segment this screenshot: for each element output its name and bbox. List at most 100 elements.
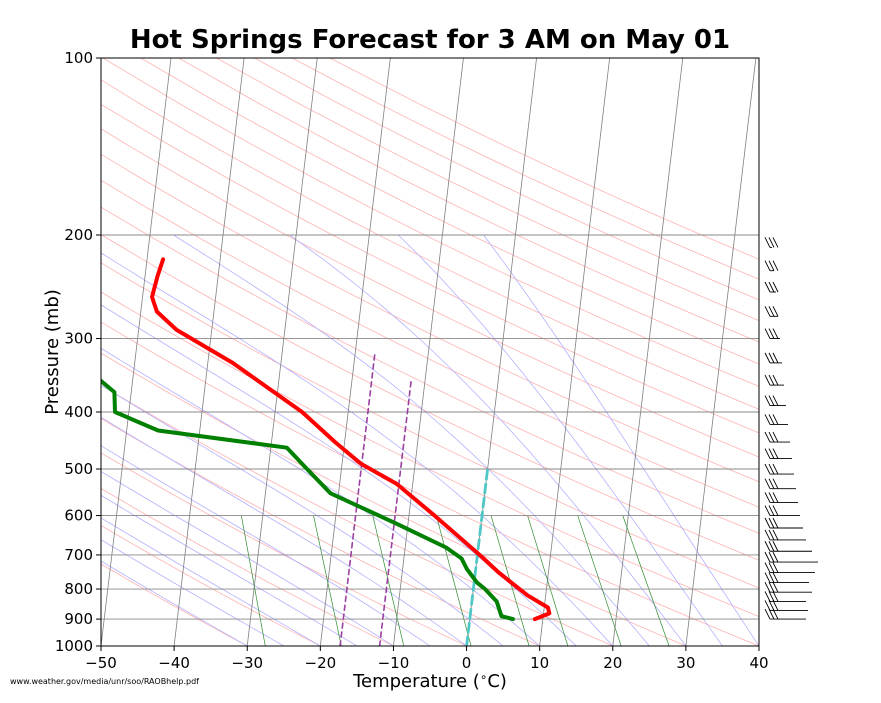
wind-barb-flag bbox=[772, 328, 779, 339]
wind-barb bbox=[764, 505, 800, 517]
wind-barb bbox=[764, 551, 818, 563]
wind-barb-flag bbox=[764, 463, 771, 475]
wind-barb bbox=[764, 581, 812, 593]
wind-barb-flag bbox=[772, 505, 779, 516]
wind-barb-flag bbox=[768, 395, 775, 406]
wind-barb-flag bbox=[772, 551, 779, 563]
wind-barb-flag bbox=[764, 431, 771, 443]
wind-barb bbox=[764, 260, 779, 272]
wind-barb-flag bbox=[772, 463, 779, 475]
parcel-dashed-1-line bbox=[339, 354, 376, 646]
wind-barb-flag bbox=[764, 541, 771, 552]
dry-adiabat bbox=[101, 206, 759, 534]
y-tick-label: 200 bbox=[64, 226, 93, 244]
dry-adiabat bbox=[101, 179, 759, 508]
wind-barb-flag bbox=[768, 260, 775, 271]
x-axis: −50 −40 −30 −20 −10 0 10 20 30 40 bbox=[85, 646, 769, 672]
wind-barb-flag bbox=[764, 562, 771, 573]
wind-barb-flag bbox=[772, 448, 779, 459]
wind-barb-flag bbox=[768, 237, 775, 248]
y-tick-label: 800 bbox=[64, 580, 93, 598]
wind-barb bbox=[764, 374, 784, 386]
dry-adiabat bbox=[101, 563, 248, 646]
wind-barb-flag bbox=[768, 572, 775, 583]
wind-barb-flag bbox=[764, 608, 771, 620]
moist-adiabat bbox=[483, 234, 759, 646]
x-tick-label: −10 bbox=[378, 654, 410, 672]
wind-barb-flag bbox=[768, 281, 775, 293]
x-tick-label: 30 bbox=[676, 654, 695, 672]
wind-barb bbox=[764, 541, 812, 552]
x-tick-label: −50 bbox=[85, 654, 117, 672]
wind-barb-flag bbox=[772, 600, 779, 611]
dry-adiabat bbox=[101, 234, 759, 561]
y-tick-label: 1000 bbox=[55, 637, 93, 655]
wind-barb bbox=[764, 237, 779, 248]
parcel-dashed-2-line bbox=[378, 377, 413, 646]
dry-adiabat bbox=[216, 58, 759, 322]
moist-adiabat bbox=[101, 560, 248, 646]
wind-barb bbox=[764, 281, 779, 293]
wind-barb-flag bbox=[768, 448, 775, 459]
wind-barb bbox=[764, 572, 809, 584]
wind-barb-flag bbox=[768, 414, 775, 425]
y-axis-label: Pressure (mb) bbox=[42, 289, 63, 415]
wind-barb-flag bbox=[764, 517, 771, 529]
wind-barb-flag bbox=[772, 517, 779, 529]
dry-adiabat bbox=[254, 58, 759, 301]
wind-barb-flag bbox=[772, 414, 779, 425]
wind-barb-flag bbox=[764, 505, 771, 516]
isotherm-line bbox=[319, 58, 391, 646]
wind-barb-flag bbox=[764, 306, 771, 317]
wind-barb-flag bbox=[772, 281, 779, 293]
wind-barb bbox=[764, 463, 794, 475]
wind-barb-flag bbox=[764, 572, 771, 583]
wind-barbs bbox=[764, 237, 818, 620]
wind-barb-flag bbox=[764, 414, 771, 425]
wind-barb-flag bbox=[764, 478, 771, 489]
mixing-ratio-line bbox=[372, 515, 405, 646]
wind-barb-flag bbox=[772, 478, 779, 489]
isotherm-line bbox=[612, 58, 684, 646]
mixing-ratio-line bbox=[435, 515, 472, 646]
wind-barb-flag bbox=[768, 581, 775, 593]
isotherm-line bbox=[685, 58, 757, 646]
wind-barb-flag bbox=[764, 448, 771, 459]
wind-barb-flag bbox=[772, 581, 779, 593]
wind-barb-flag bbox=[768, 463, 775, 475]
mixing-ratio-line bbox=[577, 515, 622, 646]
wind-barb-flag bbox=[772, 562, 779, 573]
y-tick-label: 700 bbox=[64, 546, 93, 564]
y-tick-label: 900 bbox=[64, 610, 93, 628]
wind-barb bbox=[764, 478, 796, 490]
dry-adiabat bbox=[101, 291, 759, 618]
plot-frame bbox=[100, 57, 760, 647]
y-tick-label: 100 bbox=[64, 49, 93, 67]
wind-barb-flag bbox=[772, 352, 779, 364]
dry-adiabat bbox=[101, 352, 687, 646]
wind-barb-flag bbox=[768, 505, 775, 516]
y-axis: 100 200 300 400 500 600 700 800 900 1000 bbox=[55, 49, 101, 655]
isotherm-line bbox=[758, 642, 759, 646]
wind-barb bbox=[764, 492, 798, 503]
y-tick-label: 400 bbox=[64, 403, 93, 421]
mixing-ratio-line bbox=[313, 515, 342, 646]
wind-barb-flag bbox=[772, 572, 779, 583]
wind-barb-flag bbox=[768, 608, 775, 620]
wind-barb-flag bbox=[764, 374, 771, 386]
x-tick-label: −30 bbox=[231, 654, 263, 672]
footer-url: www.weather.gov/media/unr/soo/RAOBhelp.p… bbox=[10, 677, 199, 686]
wind-barb bbox=[764, 306, 779, 317]
x-tick-label: 40 bbox=[749, 654, 768, 672]
dry-adiabat bbox=[102, 58, 759, 387]
wind-barb bbox=[764, 431, 790, 443]
chart-title: Hot Springs Forecast for 3 AM on May 01 bbox=[130, 25, 730, 55]
wind-barb-flag bbox=[764, 328, 771, 339]
isotherm-line bbox=[0, 58, 25, 646]
x-tick-label: 20 bbox=[603, 654, 622, 672]
temperature-line bbox=[150, 257, 552, 622]
wind-barb-flag bbox=[768, 517, 775, 529]
moist-adiabat bbox=[101, 539, 285, 646]
mixing-ratio-line bbox=[240, 515, 266, 646]
